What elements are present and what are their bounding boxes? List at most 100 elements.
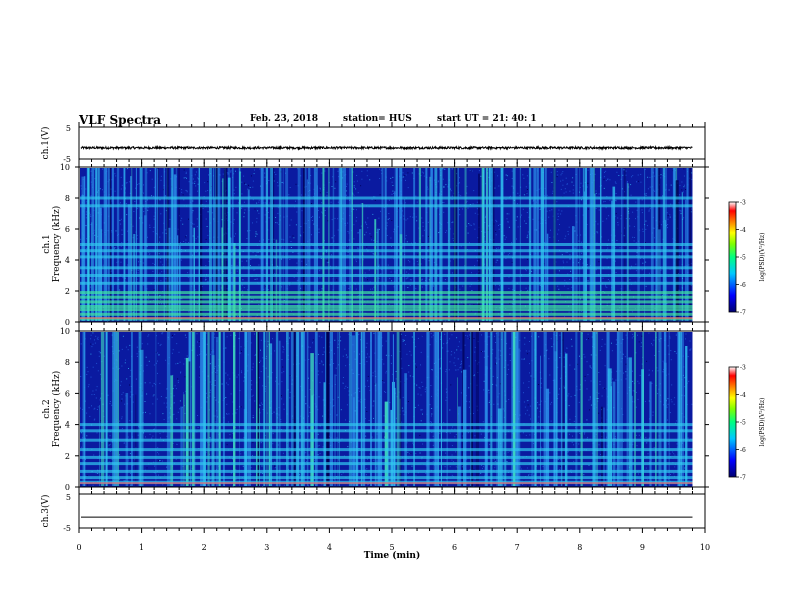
spectrogram-burst bbox=[610, 386, 612, 486]
colorbar-gradient bbox=[728, 201, 737, 313]
x-tick-label: 0 bbox=[76, 543, 81, 552]
spectrogram-burst bbox=[257, 332, 259, 486]
spectrogram-burst bbox=[215, 337, 219, 486]
spectrogram-burst bbox=[612, 186, 616, 321]
spectrogram-band bbox=[80, 308, 693, 312]
spectrogram-burst bbox=[390, 409, 393, 486]
ch3-ylabel: ch.3(V) bbox=[40, 495, 51, 528]
spectrogram-burst bbox=[543, 332, 547, 486]
spectrogram-band bbox=[80, 438, 693, 442]
spectrogram-ytick-label: 4 bbox=[65, 256, 70, 265]
spectrogram-burst bbox=[496, 332, 500, 486]
spectrogram-burst bbox=[362, 332, 365, 486]
spectrogram-burst bbox=[177, 235, 179, 321]
spectrogram-burst bbox=[463, 369, 467, 486]
spectrogram-band bbox=[80, 196, 693, 200]
spectrogram-burst bbox=[248, 332, 251, 486]
spectrogram-burst bbox=[504, 332, 507, 486]
spectrogram-band bbox=[80, 204, 693, 208]
ch2-spectrogram-plot: 0 2 4 6 8 10 bbox=[60, 327, 709, 492]
spectrogram-burst bbox=[256, 332, 258, 486]
spectrogram-burst bbox=[392, 334, 394, 486]
spectrogram-burst bbox=[98, 207, 101, 321]
spectrogram-burst bbox=[572, 226, 575, 321]
spectrogram-ytick-label: 8 bbox=[65, 358, 70, 367]
spectrogram-ytick-label: 10 bbox=[60, 163, 70, 172]
spectrogram-burst bbox=[130, 176, 132, 321]
colorbar-tick-label: -6 bbox=[740, 447, 746, 454]
colorbar-gradient bbox=[728, 366, 737, 478]
spectrogram-burst bbox=[580, 332, 583, 486]
spectrogram-burst bbox=[361, 203, 364, 321]
spectrogram-burst bbox=[611, 200, 613, 321]
colorbar-tick-label: -7 bbox=[740, 475, 746, 482]
spectrogram-band bbox=[80, 448, 693, 452]
spectrogram-burst bbox=[239, 332, 240, 486]
ch2-colorbar: -3 -4 -5 -6 -7 log(PSD)(V²/Hz) bbox=[728, 365, 766, 482]
colorbar-tick-label: -5 bbox=[740, 420, 746, 427]
colorbar-tick-label: -6 bbox=[740, 282, 746, 289]
spectrogram-burst bbox=[399, 332, 402, 486]
spectrogram-burst bbox=[668, 332, 670, 486]
spectrogram-burst bbox=[561, 332, 564, 486]
spectrogram-burst bbox=[678, 332, 680, 486]
spectrogram-burst bbox=[540, 355, 541, 486]
station-label: station= HUS bbox=[343, 114, 412, 124]
x-tick-label: 3 bbox=[264, 543, 269, 552]
spectrogram-burst bbox=[275, 239, 278, 321]
spectrogram-ytick-label: 6 bbox=[65, 225, 70, 234]
spectrogram-burst bbox=[497, 408, 502, 486]
spectrogram-burst bbox=[314, 332, 318, 486]
ch1-colorbar: -3 -4 -5 -6 -7 log(PSD)(V²/Hz) bbox=[728, 200, 766, 317]
spectrogram-band bbox=[80, 243, 693, 246]
spectrogram-band bbox=[80, 305, 693, 308]
spectrogram-burst bbox=[337, 332, 339, 486]
x-tick-label: 10 bbox=[700, 543, 710, 552]
spectrogram-band bbox=[80, 274, 693, 277]
spectrogram-burst bbox=[278, 340, 281, 486]
colorbar-label: log(PSD)(V²/Hz) bbox=[759, 398, 766, 447]
spectrogram-burst bbox=[356, 332, 359, 486]
start-time-label: start UT = 21: 40: 1 bbox=[437, 114, 537, 124]
ch1-spectrogram-plot: 0 2 4 6 8 10 bbox=[60, 163, 709, 327]
spectrogram-burst bbox=[384, 401, 389, 486]
spectrogram-burst bbox=[263, 332, 266, 486]
spectrogram-burst bbox=[545, 388, 550, 486]
spectrogram-burst bbox=[440, 332, 442, 486]
spectrogram-band bbox=[80, 429, 693, 433]
spectrogram-burst bbox=[607, 368, 612, 486]
spectrogram-ytick-label: 0 bbox=[65, 318, 70, 327]
spectrogram-burst bbox=[329, 332, 333, 486]
spectrogram-burst bbox=[387, 332, 390, 486]
spectrogram-burst bbox=[500, 332, 504, 486]
spectrogram-burst bbox=[556, 332, 557, 486]
spectrogram-burst bbox=[511, 332, 515, 486]
spectrogram-burst bbox=[475, 332, 479, 486]
spectrogram-burst bbox=[377, 335, 380, 486]
spectrogram-burst bbox=[375, 383, 377, 486]
spectrogram-burst bbox=[637, 198, 640, 321]
spectrogram-burst bbox=[244, 332, 248, 486]
spectrogram-burst bbox=[310, 353, 314, 486]
spectrogram-burst bbox=[166, 332, 171, 486]
spectrogram-burst bbox=[516, 332, 520, 486]
spectrogram-burst bbox=[266, 332, 268, 486]
spectrogram-burst bbox=[323, 382, 326, 486]
spectrogram-burst bbox=[99, 405, 100, 486]
spectrogram-burst bbox=[658, 332, 662, 486]
spectrogram-burst bbox=[478, 173, 480, 321]
spectrogram-burst bbox=[470, 332, 473, 486]
spectrogram-burst bbox=[490, 332, 493, 486]
x-tick-label: 4 bbox=[327, 543, 332, 552]
x-tick-label: 1 bbox=[139, 543, 144, 552]
spectrogram-burst bbox=[565, 353, 568, 486]
spectrogram-burst bbox=[554, 351, 558, 486]
spectrogram-burst bbox=[291, 332, 294, 486]
spectrogram-burst bbox=[200, 332, 203, 486]
spectrogram-burst bbox=[642, 332, 644, 486]
colorbar-tick-label: -3 bbox=[740, 365, 746, 372]
spectrogram-line bbox=[80, 317, 693, 320]
spectrogram-band bbox=[80, 249, 693, 253]
spectrogram-burst bbox=[612, 381, 616, 486]
spectrogram-band bbox=[80, 469, 693, 473]
